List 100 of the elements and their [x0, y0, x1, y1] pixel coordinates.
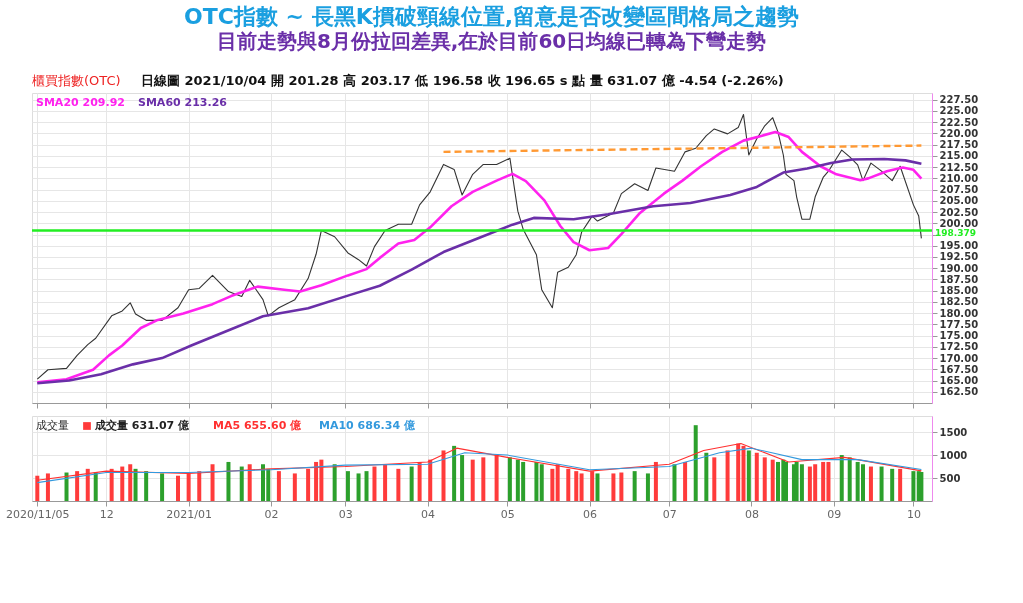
x-tick-label: 03 [338, 507, 353, 521]
y-tick-label: 225.00 [939, 105, 979, 117]
y-tick-label: 227.50 [939, 94, 979, 106]
text: SMA20 209.92 [36, 96, 125, 109]
y-tick-label: 187.50 [939, 273, 979, 285]
text: MA10 686.34 億 [319, 419, 416, 432]
x-tick-label: 07 [662, 507, 677, 521]
y-tick-label: 182.50 [939, 296, 979, 308]
x-tick-label: 04 [421, 507, 436, 521]
bar [746, 450, 751, 501]
text: MA5 655.60 億 [213, 419, 303, 432]
text: 日線圖 2021/10/04 開 201.28 高 203.17 低 196.58 收 196.65 s 點 量 631.07 億 -4.54 (-2.26%) [141, 73, 784, 88]
y-tick-label: 180.00 [939, 307, 979, 319]
bar [160, 473, 165, 501]
y-tick-label: 172.50 [939, 341, 979, 353]
bar [839, 455, 844, 501]
y-tick-label: 217.50 [939, 139, 979, 151]
bar [725, 450, 730, 501]
y-tick-label: 220.00 [939, 127, 979, 139]
bar [383, 464, 388, 501]
bar [481, 457, 486, 501]
y-tick-label: 205.00 [939, 195, 979, 207]
bar [144, 471, 149, 501]
y-tick-label: 210.00 [939, 172, 979, 184]
x-tick-label: 12 [99, 507, 114, 521]
y-tick-label: 215.00 [939, 150, 979, 162]
bar [672, 464, 677, 501]
bar [226, 461, 231, 501]
y-tick-label: 212.50 [939, 161, 979, 173]
bar [762, 457, 767, 501]
bar [847, 457, 852, 501]
y-tick-label: 175.00 [939, 330, 979, 342]
y-tick-label: 222.50 [939, 116, 979, 128]
y-tick-label: 195.00 [939, 240, 979, 252]
y-tick-label: 207.50 [939, 184, 979, 196]
bar [176, 475, 181, 501]
x-tick-label: 2020/11/05 [6, 507, 70, 521]
y-tick-label: 165.00 [939, 375, 979, 387]
bar [890, 468, 895, 501]
chart-subtitle: 目前走勢與8月份拉回差異,在於目前60日均線已轉為下彎走勢 [216, 28, 767, 53]
x-tick-label: 05 [500, 507, 515, 521]
annotation: 成交量 [36, 419, 69, 432]
x-tick-label: 10 [906, 507, 921, 521]
bar [879, 466, 884, 501]
bar [460, 455, 465, 501]
bar [860, 464, 865, 501]
text: SMA60 213.26 [138, 96, 228, 109]
bar [276, 471, 281, 501]
y-tick-label: 1000 [939, 449, 968, 461]
bar [645, 473, 650, 501]
bar [821, 461, 826, 501]
y-tick-label: 170.00 [939, 352, 979, 364]
bar [356, 473, 361, 501]
y-tick-label: 185.00 [939, 285, 979, 297]
y-tick-label: 500 [939, 472, 961, 484]
bar [770, 459, 775, 501]
bar [396, 468, 401, 501]
ref-line-label: 198.379 [935, 227, 976, 238]
bar [754, 452, 759, 501]
bar [539, 464, 544, 501]
y-tick-label: 200.00 [939, 217, 979, 229]
text: 櫃買指數(OTC) [32, 73, 121, 88]
bar [470, 459, 475, 501]
y-tick-label: 177.50 [939, 318, 979, 330]
bar [776, 461, 781, 501]
y-tick-label: 192.50 [939, 251, 979, 263]
y-tick-label: 162.50 [939, 386, 979, 398]
bar [611, 473, 616, 501]
bar [314, 461, 319, 501]
x-tick-label: 08 [744, 507, 759, 521]
bar [595, 473, 600, 501]
bar [868, 466, 873, 501]
bar [332, 464, 337, 501]
bar [550, 468, 555, 501]
bar [619, 472, 624, 501]
bar [93, 472, 98, 501]
legend-label: 成交量 631.07 億 [94, 419, 191, 432]
bar [683, 461, 688, 501]
x-tick-label: 09 [827, 507, 842, 521]
bar [693, 425, 698, 501]
bar [704, 452, 709, 501]
bar [364, 471, 369, 501]
chart-title: OTC指數 ~ 長黑K摜破頸線位置,留意是否改變區間格局之趨勢 [184, 3, 800, 29]
bar [534, 461, 539, 501]
y-tick-label: 1500 [939, 426, 968, 438]
bar [911, 471, 916, 501]
bar [64, 472, 69, 501]
bar [306, 468, 311, 501]
y-tick-label: 202.50 [939, 206, 979, 218]
bar [292, 473, 297, 501]
bar [133, 468, 138, 501]
x-tick-label: 2021/01 [166, 507, 212, 521]
bar [632, 471, 637, 501]
bar [579, 473, 584, 501]
bar [239, 466, 244, 501]
bar [712, 457, 717, 501]
bar [507, 457, 512, 501]
bar [452, 445, 457, 501]
x-tick-label: 02 [264, 507, 279, 521]
bar [345, 471, 350, 501]
